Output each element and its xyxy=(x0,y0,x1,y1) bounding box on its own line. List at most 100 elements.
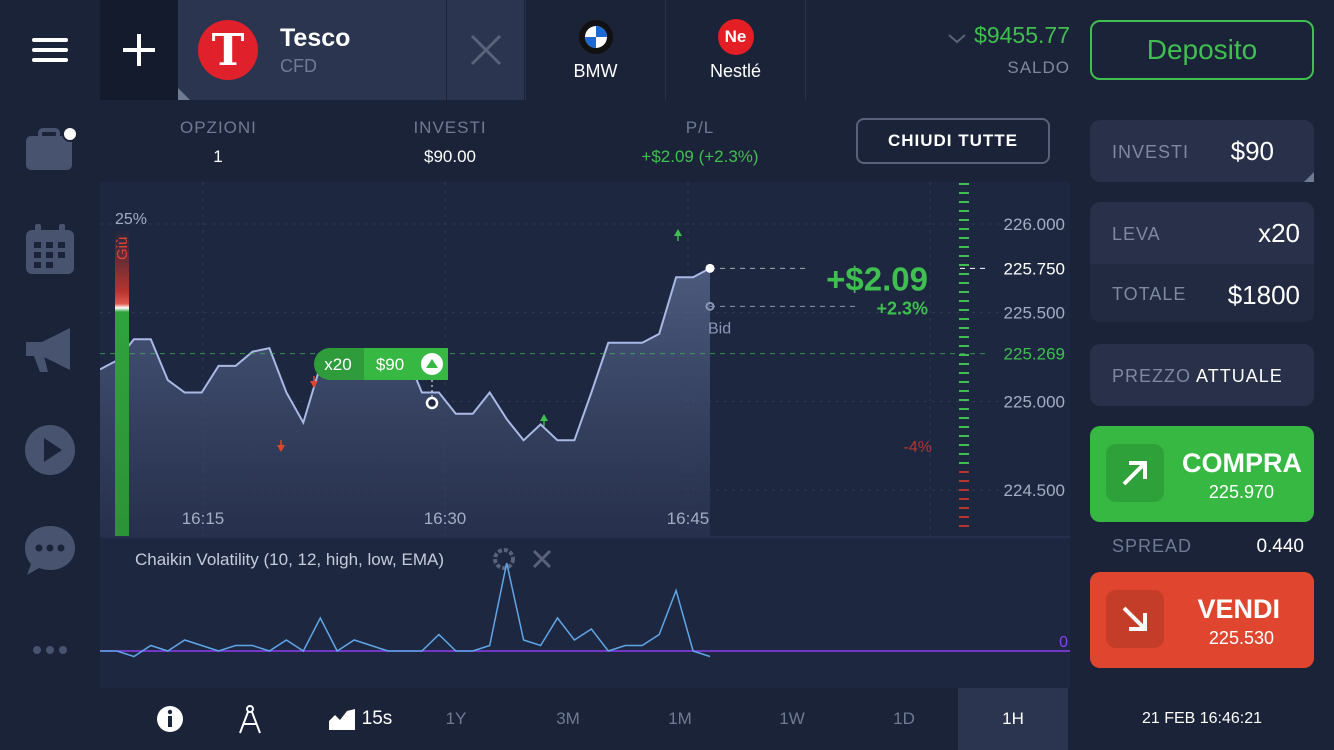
chart-type-button[interactable]: 15s xyxy=(310,688,410,750)
total-value: $1800 xyxy=(1227,280,1300,310)
area-chart-icon xyxy=(328,709,355,730)
x-tick-label: 16:45 xyxy=(667,509,710,528)
sentiment-top-label: 25% xyxy=(115,211,147,228)
period-1m[interactable]: 1M xyxy=(624,688,736,750)
trade-marker-amount: $90 xyxy=(376,355,404,374)
sentiment-down-label: Giù xyxy=(114,237,131,260)
spread-value: 0.440 xyxy=(1256,536,1304,557)
invest-value: $90 xyxy=(1230,136,1274,166)
close-tab-button[interactable] xyxy=(446,0,524,100)
invest-amount-field[interactable]: INVESTI $90 xyxy=(1090,120,1314,182)
current-price-label-2: ATTUALE xyxy=(1196,366,1283,386)
indicator-title: Chaikin Volatility (10, 12, high, low, E… xyxy=(135,550,444,569)
price-chart[interactable]: 226.000 225.500 225.000 224.500 16:15 16:30 16… xyxy=(100,100,1070,688)
total-label: TOTALE xyxy=(1112,284,1187,304)
period-label: 3M xyxy=(556,709,580,728)
leverage-box[interactable]: LEVA x20 TOTALE $1800 xyxy=(1090,202,1314,322)
period-label: 1H xyxy=(1002,709,1024,728)
sidebar xyxy=(0,0,100,750)
trade-marker-leverage: x20 xyxy=(324,355,351,374)
current-price-dot xyxy=(705,263,715,273)
period-3m[interactable]: 3M xyxy=(512,688,624,750)
arrow-up-right-icon xyxy=(1106,444,1164,502)
buy-button[interactable]: COMPRA 225.970 xyxy=(1090,426,1314,522)
indicator-settings-icon xyxy=(493,548,515,570)
tesco-logo: T xyxy=(198,20,258,80)
axis-ticks: 226.000 225.500 225.000 224.500 16:15 16:30 16… xyxy=(182,215,1065,528)
compass-icon xyxy=(239,705,261,734)
period-1d[interactable]: 1D xyxy=(848,688,960,750)
current-price-label-1: PREZZO xyxy=(1112,366,1192,386)
portfolio-icon[interactable] xyxy=(0,120,100,180)
trend-arrow-down xyxy=(277,445,285,452)
add-asset-button[interactable] xyxy=(100,0,178,100)
trend-arrow-up xyxy=(674,229,682,236)
balance-caption: SALDO xyxy=(1007,58,1070,78)
bottom-toolbar: 15s 1Y 3M 1M 1W 1D 1H 21 FEB 16:46:21 xyxy=(100,688,1334,750)
period-label: 1D xyxy=(893,709,915,728)
position-summary: OPZIONI 1 INVESTI $90.00 P/L +$2.09 (+2.… xyxy=(100,100,1070,182)
more-icon[interactable] xyxy=(0,630,100,670)
hamburger-menu-icon[interactable] xyxy=(0,24,100,76)
bid-dot xyxy=(705,301,715,311)
summary-pl: P/L +$2.09 (+2.3%) xyxy=(641,118,759,166)
sell-button[interactable]: VENDI 225.530 xyxy=(1090,572,1314,668)
y-tick-label: 225.500 xyxy=(1004,304,1065,323)
indicator-close-icon xyxy=(532,549,552,569)
info-button[interactable] xyxy=(120,688,220,750)
asset-tab-nestle[interactable]: Ne Nestlé xyxy=(665,0,805,100)
trend-arrow-up xyxy=(540,414,548,421)
trend-arrow-down xyxy=(310,381,318,388)
x-tick-label: 16:30 xyxy=(424,509,467,528)
balance-display[interactable]: $9455.77 SALDO xyxy=(948,22,1070,78)
close-all-button[interactable]: CHIUDI TUTTE xyxy=(856,118,1050,164)
current-datetime: 21 FEB 16:46:21 xyxy=(1141,710,1263,727)
chart-area: 226.000 225.500 225.000 224.500 16:15 16:30 16… xyxy=(100,100,1070,688)
current-price-toggle[interactable]: PREZZO ATTUALE xyxy=(1090,344,1314,406)
pl-percent: +2.3% xyxy=(876,298,928,318)
drawing-tools-button[interactable] xyxy=(200,688,300,750)
megaphone-icon[interactable] xyxy=(0,320,100,380)
active-asset-tab[interactable]: T Tesco CFD xyxy=(178,0,446,100)
chat-icon[interactable] xyxy=(0,520,100,580)
period-label: 1W xyxy=(779,709,805,728)
leverage-value: x20 xyxy=(1258,218,1300,248)
corner-marker xyxy=(178,88,190,100)
indicator-bg xyxy=(100,536,1070,688)
chevron-down-icon xyxy=(948,23,966,50)
deposit-button[interactable]: Deposito xyxy=(1090,20,1314,80)
trade-entry-dot xyxy=(425,396,439,410)
period-label: 1M xyxy=(668,709,692,728)
period-1w[interactable]: 1W xyxy=(736,688,848,750)
sell-price: 225.530 xyxy=(1208,628,1274,648)
leverage-label: LEVA xyxy=(1112,224,1161,244)
pl-amount: +$2.09 xyxy=(826,260,928,297)
asset-tab-bmw[interactable]: BMW xyxy=(525,0,665,100)
nestle-logo: Ne xyxy=(717,18,754,55)
invest-label: INVESTI xyxy=(1112,142,1190,162)
total-row: TOTALE $1800 xyxy=(1090,264,1314,322)
y-tick-label: 226.000 xyxy=(1004,215,1065,234)
tab-divider xyxy=(805,0,806,100)
current-price-label: 225.750 xyxy=(1004,259,1065,278)
stop-loss-label: -4% xyxy=(904,439,932,456)
period-1y[interactable]: 1Y xyxy=(400,688,512,750)
video-play-icon[interactable] xyxy=(0,420,100,480)
bid-label: Bid xyxy=(708,320,731,337)
asset-label-nestle: Nestlé xyxy=(709,60,762,81)
info-icon xyxy=(157,706,183,732)
spread-label: SPREAD xyxy=(1112,536,1193,556)
y-tick-label: 224.500 xyxy=(1004,481,1065,500)
period-label: 1Y xyxy=(445,709,467,728)
calendar-icon[interactable] xyxy=(0,220,100,280)
timeframe-label: 15s xyxy=(361,708,393,729)
summary-invest: INVESTI $90.00 xyxy=(413,118,487,166)
summary-options: OPZIONI 1 xyxy=(180,118,257,166)
x-tick-label: 16:15 xyxy=(182,509,225,528)
top-bar: T Tesco CFD BMW Ne Nestlé $9455. xyxy=(100,0,1334,100)
buy-label: COMPRA xyxy=(1182,448,1302,478)
y-tick-label: 225.000 xyxy=(1004,392,1065,411)
balance-amount: $9455.77 xyxy=(974,22,1070,48)
period-1h[interactable]: 1H xyxy=(958,688,1068,750)
